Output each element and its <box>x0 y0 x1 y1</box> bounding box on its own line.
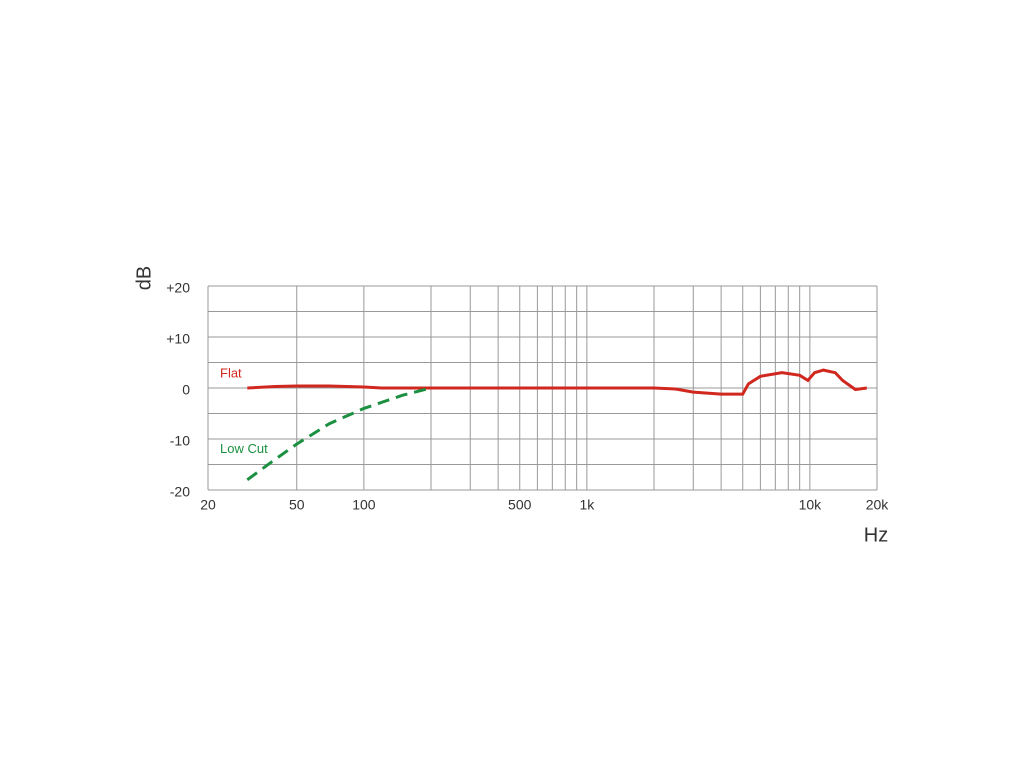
x-tick-label: 1k <box>579 497 595 513</box>
y-tick-label: -20 <box>170 484 190 500</box>
series-label: Low Cut <box>220 441 268 456</box>
x-axis-label: Hz <box>864 524 888 546</box>
series-line <box>246 386 432 482</box>
y-axis-label: dB <box>133 266 155 290</box>
x-tick-label: 50 <box>289 497 305 513</box>
y-tick-label: +10 <box>166 331 190 347</box>
y-tick-label: -10 <box>170 433 190 449</box>
x-tick-label: 20k <box>866 497 890 513</box>
series-label: Flat <box>220 365 242 380</box>
series-line <box>247 368 867 396</box>
x-tick-label: 20 <box>200 497 216 513</box>
x-tick-label: 10k <box>799 497 823 513</box>
x-tick-label: 500 <box>508 497 532 513</box>
x-tick-label: 100 <box>352 497 376 513</box>
y-tick-label: 0 <box>182 382 190 398</box>
y-tick-label: +20 <box>166 280 190 296</box>
